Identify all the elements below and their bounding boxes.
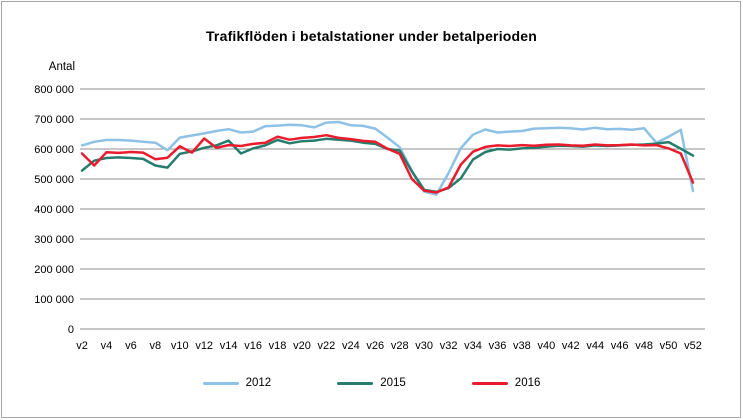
x-tick-label: v14 (220, 340, 238, 352)
x-tick-label: v18 (269, 340, 287, 352)
y-axis-title: Antal (48, 61, 75, 73)
y-tick-label: 700 000 (34, 114, 74, 126)
legend-entry-2015: 2015 (337, 377, 406, 389)
legend-entry-2012: 2012 (202, 377, 272, 389)
legend-swatch-2015 (337, 381, 374, 385)
y-tick-labels: 800 000 700 000 600 000 500 000 400 000 300 0… (34, 84, 74, 336)
x-tick-label: v6 (125, 340, 137, 352)
x-tick-label: v8 (150, 340, 162, 352)
x-tick-label: v10 (171, 340, 189, 352)
y-tick-label: 500 000 (34, 174, 74, 186)
legend-label-2012: 2012 (245, 377, 272, 389)
y-tick-label: 0 (68, 324, 74, 336)
x-tick-label: v4 (101, 340, 113, 352)
chart-legend: 2012 2015 2016 (0, 377, 743, 389)
series-line-2015 (80, 137, 695, 194)
x-tick-label: v2 (76, 340, 88, 352)
gridlines (80, 88, 705, 330)
legend-label-2015: 2015 (380, 377, 406, 389)
x-tick-label: v36 (489, 340, 507, 352)
x-tick-label: v28 (391, 340, 409, 352)
x-tick-label: v34 (464, 340, 482, 352)
series-line-2012 (80, 120, 695, 196)
x-tick-label: v20 (293, 340, 311, 352)
series-line-2016 (80, 133, 695, 194)
y-tick-label: 200 000 (34, 264, 74, 276)
x-tick-label: v48 (635, 340, 653, 352)
x-tick-label: v38 (513, 340, 531, 352)
legend-entry-2016: 2016 (471, 377, 541, 389)
y-tick-label: 800 000 (34, 84, 74, 96)
x-tick-label: v22 (318, 340, 336, 352)
x-tick-label: v16 (244, 340, 262, 352)
x-tick-label: v42 (562, 340, 580, 352)
x-tick-label: v44 (586, 340, 604, 352)
x-tick-label: v40 (537, 340, 555, 352)
x-tick-label: v26 (366, 340, 384, 352)
y-tick-label: 300 000 (34, 234, 74, 246)
legend-label-2016: 2016 (514, 377, 541, 389)
x-tick-label: v52 (684, 340, 702, 352)
x-tick-label: v32 (440, 340, 458, 352)
x-tick-label: v12 (195, 340, 213, 352)
y-tick-label: 400 000 (34, 204, 74, 216)
chart-title: Trafikflöden i betalstationer under beta… (205, 28, 538, 44)
x-tick-labels: v2 v4 v6 v8 v10 v12 v14 v16 v18 v20 v22 v24 v26 v28 v3… (76, 340, 702, 352)
x-tick-label: v50 (660, 340, 678, 352)
x-tick-label: v30 (415, 340, 433, 352)
x-tick-label: v24 (342, 340, 360, 352)
x-tick-label: v46 (611, 340, 629, 352)
legend-swatch-2016 (471, 381, 508, 385)
y-tick-label: 600 000 (34, 144, 74, 156)
legend-swatch-2012 (202, 381, 239, 385)
y-tick-label: 100 000 (34, 294, 74, 306)
